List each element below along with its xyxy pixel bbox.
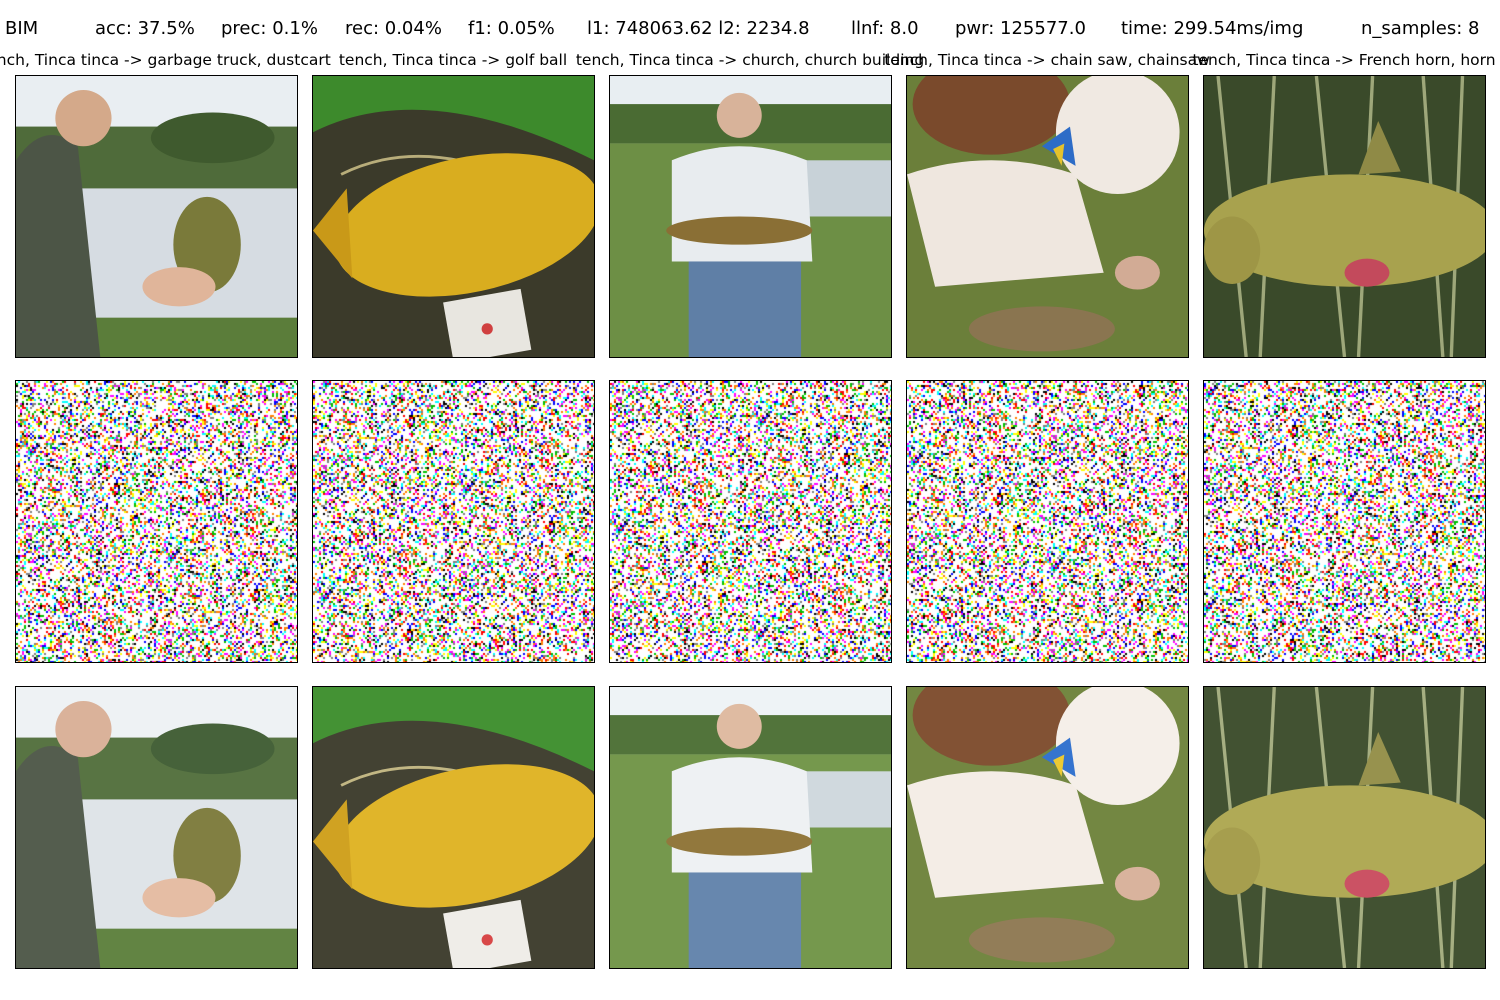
column-title: tench, Tinca tinca -> garbage truck, dus… bbox=[0, 51, 331, 69]
column-title: tench, Tinca tinca -> golf ball bbox=[338, 51, 568, 69]
adversarial-image-man-grass bbox=[609, 686, 892, 969]
samples-metric: n_samples: 8 bbox=[1361, 18, 1480, 39]
perturbation-image-fish-reeds bbox=[1203, 380, 1486, 663]
linf-metric: llnf: 8.0 bbox=[851, 18, 919, 39]
norms-metric: l1: 748063.62 l2: 2234.8 bbox=[587, 18, 810, 39]
recall-metric: rec: 0.04% bbox=[345, 18, 442, 39]
original-image-boy-grass bbox=[906, 75, 1189, 358]
column-title: tench, Tinca tinca -> chain saw, chainsa… bbox=[884, 51, 1210, 69]
power-metric: pwr: 125577.0 bbox=[955, 18, 1086, 39]
column-title: tench, Tinca tinca -> church, church bui… bbox=[575, 51, 925, 69]
metrics-header: BIM acc: 37.5% prec: 0.1% rec: 0.04% f1:… bbox=[0, 16, 1500, 42]
f1-metric: f1: 0.05% bbox=[468, 18, 555, 39]
original-image-man-grass bbox=[609, 75, 892, 358]
adversarial-image-man-lake bbox=[15, 686, 298, 969]
method-label: BIM bbox=[5, 18, 39, 39]
time-metric: time: 299.54ms/img bbox=[1121, 18, 1304, 39]
perturbation-image-boy-grass bbox=[906, 380, 1189, 663]
original-image-fish-net bbox=[312, 75, 595, 358]
column-title: tench, Tinca tinca -> French horn, horn bbox=[1192, 51, 1496, 69]
adversarial-image-fish-net bbox=[312, 686, 595, 969]
accuracy-metric: acc: 37.5% bbox=[95, 18, 195, 39]
original-image-fish-reeds bbox=[1203, 75, 1486, 358]
adversarial-image-fish-reeds bbox=[1203, 686, 1486, 969]
original-image-man-lake bbox=[15, 75, 298, 358]
perturbation-image-man-lake bbox=[15, 380, 298, 663]
perturbation-image-man-grass bbox=[609, 380, 892, 663]
perturbation-image-fish-net bbox=[312, 380, 595, 663]
precision-metric: prec: 0.1% bbox=[221, 18, 318, 39]
adversarial-image-boy-grass bbox=[906, 686, 1189, 969]
